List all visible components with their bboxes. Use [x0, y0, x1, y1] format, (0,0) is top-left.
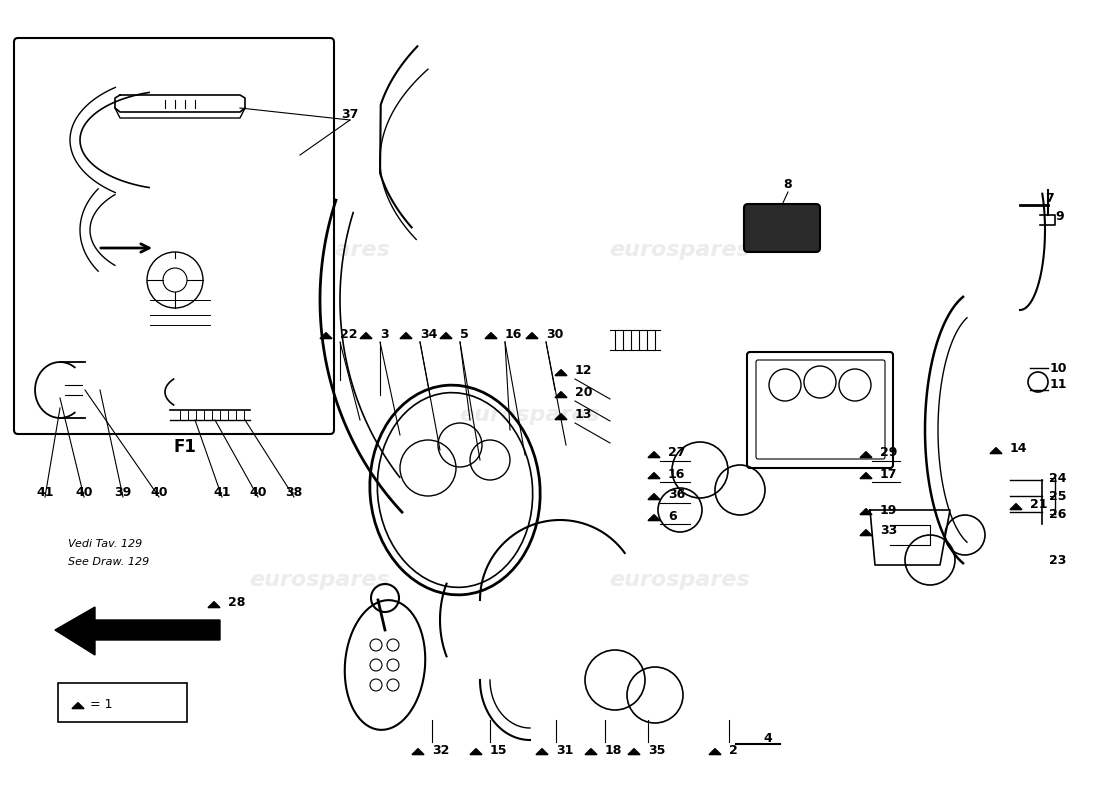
Text: 32: 32: [432, 743, 450, 757]
Text: 36: 36: [668, 489, 685, 502]
Polygon shape: [860, 451, 872, 458]
Polygon shape: [556, 370, 566, 376]
Text: 35: 35: [648, 743, 666, 757]
Text: 18: 18: [605, 743, 623, 757]
Polygon shape: [320, 333, 332, 338]
Polygon shape: [1010, 504, 1022, 510]
Polygon shape: [556, 414, 566, 419]
Polygon shape: [440, 333, 452, 338]
Text: 26: 26: [1049, 507, 1067, 521]
Polygon shape: [470, 749, 482, 754]
Text: See Draw. 129: See Draw. 129: [68, 557, 150, 567]
Text: eurospares: eurospares: [460, 405, 601, 425]
Text: 40: 40: [75, 486, 92, 498]
Text: 37: 37: [341, 109, 359, 122]
Polygon shape: [72, 702, 84, 709]
Polygon shape: [55, 607, 220, 655]
Polygon shape: [860, 509, 872, 514]
Polygon shape: [360, 333, 372, 338]
Text: 27: 27: [668, 446, 685, 459]
Text: 41: 41: [36, 486, 54, 498]
Text: eurospares: eurospares: [250, 240, 390, 260]
Text: 2: 2: [729, 743, 738, 757]
Polygon shape: [585, 749, 597, 754]
Text: 11: 11: [1049, 378, 1067, 391]
Text: 24: 24: [1049, 471, 1067, 485]
Text: 8: 8: [783, 178, 792, 191]
Text: 12: 12: [575, 365, 593, 378]
Polygon shape: [990, 448, 1002, 454]
Text: 16: 16: [668, 467, 685, 481]
Polygon shape: [710, 749, 720, 754]
Text: 16: 16: [505, 327, 522, 341]
Polygon shape: [536, 749, 548, 754]
Polygon shape: [412, 749, 424, 754]
Text: 23: 23: [1049, 554, 1067, 566]
Text: eurospares: eurospares: [250, 570, 390, 590]
Text: Vedi Tav. 129: Vedi Tav. 129: [68, 539, 142, 549]
Text: 6: 6: [668, 510, 676, 522]
Text: 39: 39: [114, 486, 132, 498]
Text: 4: 4: [763, 731, 772, 745]
Text: = 1: = 1: [90, 698, 112, 711]
Polygon shape: [526, 333, 538, 338]
FancyBboxPatch shape: [744, 204, 820, 252]
Polygon shape: [485, 333, 497, 338]
Text: 33: 33: [880, 525, 898, 538]
Text: 13: 13: [575, 409, 593, 422]
Text: eurospares: eurospares: [609, 570, 750, 590]
Text: 5: 5: [460, 327, 469, 341]
Polygon shape: [208, 602, 220, 608]
Text: 20: 20: [575, 386, 593, 399]
Text: 41: 41: [213, 486, 231, 498]
Polygon shape: [628, 749, 640, 754]
Polygon shape: [648, 494, 660, 499]
Text: 3: 3: [379, 327, 388, 341]
Text: 14: 14: [1010, 442, 1027, 455]
Text: 10: 10: [1049, 362, 1067, 374]
Text: 25: 25: [1049, 490, 1067, 502]
Text: 28: 28: [228, 597, 245, 610]
Polygon shape: [400, 333, 412, 338]
Text: 30: 30: [546, 327, 563, 341]
FancyBboxPatch shape: [58, 683, 187, 722]
Text: 9: 9: [1056, 210, 1065, 223]
Text: 31: 31: [556, 743, 573, 757]
Polygon shape: [648, 451, 660, 458]
Polygon shape: [860, 473, 872, 478]
Text: 22: 22: [340, 327, 358, 341]
Text: 7: 7: [1046, 191, 1055, 205]
Text: 21: 21: [1030, 498, 1047, 511]
Text: eurospares: eurospares: [609, 240, 750, 260]
Text: 15: 15: [490, 743, 507, 757]
Text: 19: 19: [880, 503, 898, 517]
Polygon shape: [556, 392, 566, 398]
Text: 40: 40: [250, 486, 266, 498]
Polygon shape: [648, 473, 660, 478]
Text: 38: 38: [285, 486, 303, 498]
Polygon shape: [648, 514, 660, 521]
FancyBboxPatch shape: [14, 38, 334, 434]
Text: 34: 34: [420, 327, 438, 341]
Text: F1: F1: [174, 438, 197, 456]
Text: 40: 40: [151, 486, 167, 498]
Text: 17: 17: [880, 467, 898, 481]
Polygon shape: [860, 530, 872, 536]
Text: 29: 29: [880, 446, 898, 459]
